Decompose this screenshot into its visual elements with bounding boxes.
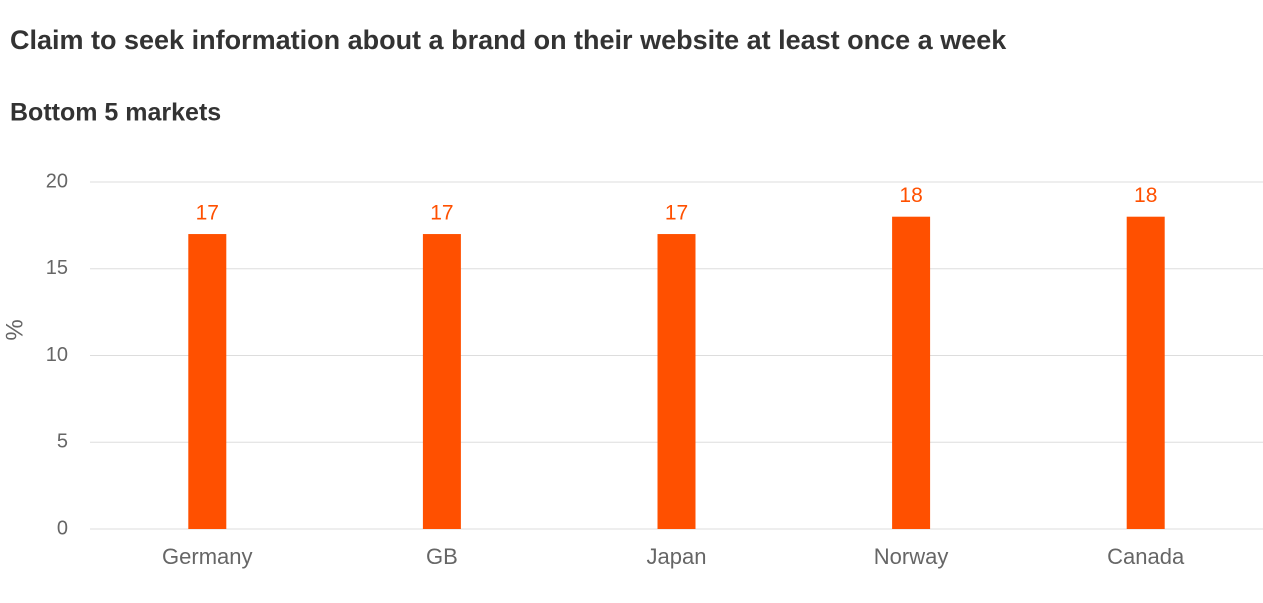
- y-tick-label: 0: [57, 517, 68, 539]
- y-tick-label: 10: [46, 344, 68, 366]
- bar: [188, 234, 227, 530]
- value-label: 18: [1134, 184, 1157, 207]
- y-tick-label: 5: [57, 431, 68, 453]
- bar: [422, 234, 461, 530]
- x-tick-label: Germany: [162, 544, 252, 569]
- x-tick-label: Japan: [647, 544, 707, 569]
- y-tick-label: 15: [46, 257, 68, 279]
- y-tick-label: 20: [46, 170, 68, 192]
- chart-subtitle: Bottom 5 markets: [10, 99, 221, 127]
- bar: [1126, 216, 1165, 529]
- value-label: 18: [899, 184, 922, 207]
- bar: [892, 216, 931, 529]
- bar: [657, 234, 696, 530]
- x-tick-label: Norway: [874, 544, 949, 569]
- x-tick-label: Canada: [1107, 544, 1185, 569]
- y-axis-label: %: [1, 319, 28, 340]
- value-label: 17: [430, 202, 453, 225]
- x-tick-label: GB: [426, 544, 458, 569]
- value-label: 17: [196, 202, 219, 225]
- value-label: 17: [665, 202, 688, 225]
- chart-title: Claim to seek information about a brand …: [10, 25, 1007, 55]
